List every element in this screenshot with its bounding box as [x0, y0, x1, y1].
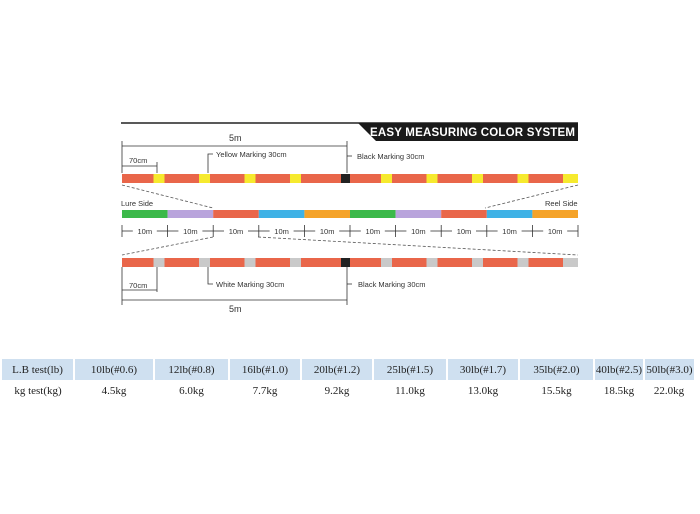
guide-line-right-top [484, 184, 579, 209]
color-segment-7 [395, 210, 442, 218]
top-black-marking-label: Black Marking 30cm [357, 152, 425, 161]
bottom-bar-mark [199, 258, 210, 267]
guide-line-right-bottom [257, 236, 579, 256]
bottom-bar-end-mark [570, 258, 578, 267]
lb-test-cell: 16lb(#1.0) [228, 359, 301, 380]
kg-test-cell: 22.0kg [644, 380, 694, 401]
top-bar-mark [563, 174, 574, 183]
bottom-line-bar [122, 258, 578, 267]
color-segment-4 [258, 210, 305, 218]
bottom-black-marking-label: Black Marking 30cm [358, 280, 426, 289]
color-segment-3 [213, 210, 259, 218]
kg-test-cell: 18.5kg [594, 380, 644, 401]
kg-test-cell: 13.0kg [447, 380, 519, 401]
segment-length-label: 10m [366, 227, 381, 236]
lb-test-cell: 50lb(#3.0) [643, 359, 694, 380]
kg-test-cell: 4.5kg [74, 380, 154, 401]
kg-test-cell: 9.2kg [301, 380, 373, 401]
segment-length-label: 10m [274, 227, 289, 236]
lb-test-cell: 30lb(#1.7) [446, 359, 519, 380]
lb-test-cell: 12lb(#0.8) [153, 359, 229, 380]
kg-test-row-label: kg test(kg) [2, 380, 74, 401]
lb-test-cell: 35lb(#2.0) [518, 359, 594, 380]
top-bar-mark [244, 174, 256, 183]
kg-test-cell: 6.0kg [154, 380, 229, 401]
reel-side-label: Reel Side [545, 199, 578, 208]
color-system-diagram: EASY MEASURING COLOR SYSTEM IV 5m 70cm Y… [121, 122, 590, 314]
segment-length-label: 10m [138, 227, 153, 236]
top-bar-black-mark [341, 174, 350, 183]
segment-length-label: 10m [183, 227, 198, 236]
top-bar-end-mark [570, 174, 578, 183]
color-segment-6 [350, 210, 396, 218]
lb-test-cell: 40lb(#2.5) [593, 359, 644, 380]
top-bar-mark [153, 174, 165, 183]
color-segment-8 [441, 210, 487, 218]
lure-side-label: Lure Side [121, 199, 153, 208]
segment-length-label: 10m [229, 227, 244, 236]
line-strength-table: L.B test(lb) 10lb(#0.6) 12lb(#0.8) 16lb(#1… [2, 359, 694, 401]
lb-test-header-label: L.B test(lb) [2, 359, 74, 380]
segment-length-label: 10m [548, 227, 563, 236]
segment-length-label: 10m [457, 227, 472, 236]
bottom-bar-mark [472, 258, 483, 267]
top-line-bar [122, 174, 578, 183]
guide-line-left-top [121, 184, 214, 209]
segment-length-label: 10m [411, 227, 426, 236]
color-segment-9 [486, 210, 533, 218]
top-dimensions [121, 141, 352, 173]
bottom-bar-mark [290, 258, 301, 267]
diagram-title: EASY MEASURING COLOR SYSTEM IV [370, 127, 590, 139]
kg-test-cell: 15.5kg [519, 380, 594, 401]
middle-line-bar [122, 210, 578, 218]
color-segment-10 [532, 210, 578, 218]
segment-length-label: 10m [502, 227, 517, 236]
lb-test-cell: 10lb(#0.6) [73, 359, 154, 380]
title-banner [358, 123, 578, 141]
bottom-bar-mark [244, 258, 256, 267]
bottom-bar-mark [426, 258, 438, 267]
middle-dimensions: 10m 10m 10m 10m 10m 10m 10m 10m 10m 10m [121, 225, 579, 237]
top-five-m-label: 5m [229, 133, 242, 143]
top-bar-mark [426, 174, 438, 183]
kg-test-row: kg test(kg) 4.5kg 6.0kg 7.7kg 9.2kg 11.0kg 13… [2, 380, 694, 401]
top-bar-mark [472, 174, 483, 183]
top-bar-mark [517, 174, 529, 183]
bottom-bar-mark [517, 258, 529, 267]
segment-length-label: 10m [320, 227, 335, 236]
color-segment-1 [122, 210, 168, 218]
kg-test-cell: 7.7kg [229, 380, 301, 401]
lb-test-cell: 20lb(#1.2) [300, 359, 373, 380]
bottom-dimensions [121, 267, 352, 305]
top-bar-mark [199, 174, 210, 183]
top-seventy-cm-label: 70cm [129, 156, 147, 165]
bottom-bar-mark [153, 258, 165, 267]
bottom-bar-mark [563, 258, 574, 267]
yellow-marking-label: Yellow Marking 30cm [216, 150, 287, 159]
bottom-bar-mark [381, 258, 392, 267]
lb-test-cell: 25lb(#1.5) [372, 359, 447, 380]
top-bar-mark [290, 174, 301, 183]
bottom-bar-black-mark [341, 258, 350, 267]
bottom-five-m-label: 5m [229, 304, 242, 314]
white-marking-label: White Marking 30cm [216, 280, 284, 289]
lb-test-row: L.B test(lb) 10lb(#0.6) 12lb(#0.8) 16lb(#1… [2, 359, 694, 380]
color-segment-2 [167, 210, 214, 218]
kg-test-cell: 11.0kg [373, 380, 447, 401]
top-bar-mark [381, 174, 392, 183]
bottom-seventy-cm-label: 70cm [129, 281, 147, 290]
guide-line-left-bottom [121, 236, 214, 256]
color-segment-5 [304, 210, 350, 218]
